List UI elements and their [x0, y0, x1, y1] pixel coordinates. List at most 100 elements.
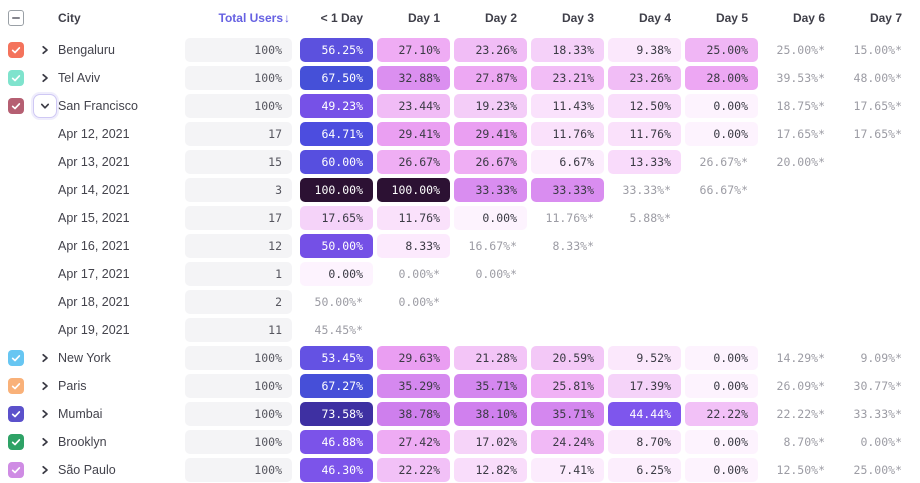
- retention-cell[interactable]: 17.02%: [454, 430, 527, 454]
- retention-cell[interactable]: 38.10%: [454, 402, 527, 426]
- retention-cell[interactable]: 0.00%: [685, 122, 758, 146]
- expand-row-button[interactable]: [40, 409, 50, 419]
- retention-cell[interactable]: 33.33%: [454, 178, 527, 202]
- retention-cell[interactable]: 22.22%: [685, 402, 758, 426]
- retention-cell[interactable]: 6.67%: [531, 150, 604, 174]
- retention-cell[interactable]: 11.76%: [608, 122, 681, 146]
- retention-cell[interactable]: 19.23%: [454, 94, 527, 118]
- column-header-total-users[interactable]: Total Users↓: [218, 11, 290, 25]
- retention-cell[interactable]: 53.45%: [300, 346, 373, 370]
- row-checkbox[interactable]: [8, 406, 24, 422]
- retention-cell[interactable]: 27.10%: [377, 38, 450, 62]
- retention-cell[interactable]: 46.30%: [300, 458, 373, 482]
- retention-cell[interactable]: 6.25%: [608, 458, 681, 482]
- expand-row-button[interactable]: [40, 45, 50, 55]
- date-row: Apr 12, 2021 17 64.71% 29.41% 29.41% 11.76% 11…: [0, 120, 920, 148]
- retention-cell[interactable]: 32.88%: [377, 66, 450, 90]
- retention-cell[interactable]: 23.26%: [608, 66, 681, 90]
- collapse-row-button[interactable]: [33, 94, 57, 118]
- retention-cell[interactable]: 29.41%: [377, 122, 450, 146]
- row-checkbox[interactable]: [8, 378, 24, 394]
- retention-cell[interactable]: 46.88%: [300, 430, 373, 454]
- retention-cell[interactable]: 17.39%: [608, 374, 681, 398]
- row-checkbox[interactable]: [8, 70, 24, 86]
- retention-cell[interactable]: 60.00%: [300, 150, 373, 174]
- retention-cell[interactable]: 0.00%: [685, 458, 758, 482]
- retention-cell[interactable]: 25.00%: [685, 38, 758, 62]
- expand-row-button[interactable]: [40, 381, 50, 391]
- column-header-day-2[interactable]: Day 2: [484, 11, 517, 25]
- retention-cell[interactable]: 35.71%: [531, 402, 604, 426]
- row-checkbox[interactable]: [8, 42, 24, 58]
- column-header-day-5[interactable]: Day 5: [715, 11, 748, 25]
- retention-cell[interactable]: 26.67%: [377, 150, 450, 174]
- retention-cell[interactable]: 11.76%: [377, 206, 450, 230]
- retention-cell[interactable]: 29.63%: [377, 346, 450, 370]
- retention-cell-estimate: 11.76%*: [545, 211, 594, 225]
- retention-cell[interactable]: 11.43%: [531, 94, 604, 118]
- retention-cell[interactable]: 44.44%: [608, 402, 681, 426]
- column-header-day-7[interactable]: Day 7: [869, 11, 902, 25]
- retention-cell[interactable]: 0.00%: [685, 94, 758, 118]
- column-header-lt-1-day[interactable]: < 1 Day: [320, 11, 363, 25]
- retention-cell[interactable]: 73.58%: [300, 402, 373, 426]
- retention-cell[interactable]: 23.26%: [454, 38, 527, 62]
- retention-cell[interactable]: 0.00%: [300, 262, 373, 286]
- retention-cell[interactable]: 8.70%: [608, 430, 681, 454]
- retention-cell[interactable]: 100.00%: [300, 178, 373, 202]
- retention-cell[interactable]: 27.87%: [454, 66, 527, 90]
- retention-cell[interactable]: 28.00%: [685, 66, 758, 90]
- retention-cell[interactable]: 33.33%: [531, 178, 604, 202]
- cohort-date-label: Apr 12, 2021: [58, 127, 130, 141]
- retention-cell[interactable]: 38.78%: [377, 402, 450, 426]
- retention-cell[interactable]: 0.00%: [685, 374, 758, 398]
- retention-cell[interactable]: 21.28%: [454, 346, 527, 370]
- expand-row-button[interactable]: [40, 353, 50, 363]
- retention-cell[interactable]: 7.41%: [531, 458, 604, 482]
- retention-cell[interactable]: 49.23%: [300, 94, 373, 118]
- retention-cell[interactable]: 9.38%: [608, 38, 681, 62]
- retention-cell[interactable]: 35.71%: [454, 374, 527, 398]
- retention-cell[interactable]: 22.22%: [377, 458, 450, 482]
- row-checkbox[interactable]: [8, 98, 24, 114]
- retention-cell[interactable]: 50.00%: [300, 234, 373, 258]
- row-checkbox[interactable]: [8, 350, 24, 366]
- column-header-day-1[interactable]: Day 1: [407, 11, 440, 25]
- retention-cell[interactable]: 67.50%: [300, 66, 373, 90]
- retention-cell[interactable]: 13.33%: [608, 150, 681, 174]
- select-all-checkbox[interactable]: [8, 10, 24, 26]
- retention-cell[interactable]: 0.00%: [685, 346, 758, 370]
- retention-cell[interactable]: 8.33%: [377, 234, 450, 258]
- retention-cell[interactable]: 11.76%: [531, 122, 604, 146]
- row-checkbox[interactable]: [8, 462, 24, 478]
- retention-cell[interactable]: 27.42%: [377, 430, 450, 454]
- retention-cell[interactable]: 67.27%: [300, 374, 373, 398]
- row-checkbox[interactable]: [8, 434, 24, 450]
- column-header-city[interactable]: City: [58, 11, 81, 25]
- retention-cell[interactable]: 12.50%: [608, 94, 681, 118]
- retention-cell[interactable]: 23.21%: [531, 66, 604, 90]
- retention-cell[interactable]: 64.71%: [300, 122, 373, 146]
- expand-row-button[interactable]: [40, 437, 50, 447]
- expand-row-button[interactable]: [40, 465, 50, 475]
- column-header-day-3[interactable]: Day 3: [561, 11, 594, 25]
- retention-cell[interactable]: 9.52%: [608, 346, 681, 370]
- retention-cell[interactable]: 100.00%: [377, 178, 450, 202]
- retention-cell[interactable]: 18.33%: [531, 38, 604, 62]
- retention-cell[interactable]: 17.65%: [300, 206, 373, 230]
- retention-cell[interactable]: 23.44%: [377, 94, 450, 118]
- retention-cell[interactable]: 29.41%: [454, 122, 527, 146]
- column-header-day-4[interactable]: Day 4: [638, 11, 671, 25]
- retention-cell[interactable]: 20.59%: [531, 346, 604, 370]
- retention-cell[interactable]: 35.29%: [377, 374, 450, 398]
- retention-cell[interactable]: 26.67%: [454, 150, 527, 174]
- retention-cell[interactable]: 0.00%: [454, 206, 527, 230]
- column-header-day-6[interactable]: Day 6: [792, 11, 825, 25]
- date-row: Apr 18, 2021 2 50.00%* 0.00%*: [0, 288, 920, 316]
- retention-cell[interactable]: 0.00%: [685, 430, 758, 454]
- retention-cell[interactable]: 12.82%: [454, 458, 527, 482]
- expand-row-button[interactable]: [40, 73, 50, 83]
- retention-cell[interactable]: 56.25%: [300, 38, 373, 62]
- retention-cell[interactable]: 24.24%: [531, 430, 604, 454]
- retention-cell[interactable]: 25.81%: [531, 374, 604, 398]
